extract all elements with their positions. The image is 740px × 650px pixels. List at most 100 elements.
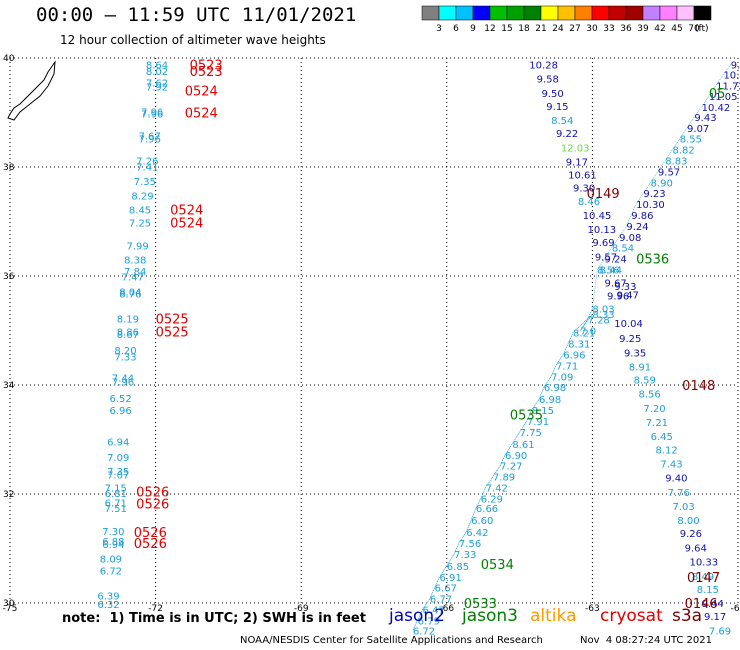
track-line-asc [412, 64, 731, 631]
swh-value-west: 6.71 [105, 499, 127, 510]
swh-value-asc: 10.42 [702, 103, 731, 114]
swh-value-desc: 8.91 [629, 362, 651, 373]
swh-value-desc: 9.67 [605, 279, 627, 290]
pass-time-label: 0535 [510, 408, 543, 423]
swh-value-desc: 8.56 [639, 390, 661, 401]
lon-tick-label: -72 [148, 604, 163, 614]
swh-value-west: 6.72 [100, 566, 122, 577]
swh-value-desc: 9.50 [541, 89, 563, 100]
lon-tick-label: -69 [294, 604, 309, 614]
swh-value-west: 7.30 [102, 527, 124, 538]
swh-value-west: 7.99 [126, 241, 148, 252]
swh-value-sw: 6.60 [471, 516, 493, 527]
swh-value-asc: 9.57 [658, 167, 680, 178]
swh-value-west: 8.02 [146, 67, 168, 78]
colorbar-swatch [693, 5, 712, 21]
colorbar-label: 33 [603, 24, 614, 34]
swh-value-sw: 6.79 [418, 616, 440, 627]
pass-time-label: 0533 [464, 597, 497, 612]
pass-time-label: 0526 [136, 485, 169, 500]
swh-value-asc: 10.84 [723, 70, 740, 81]
lat-tick-label: 36 [3, 272, 15, 282]
swh-value-asc: 11.05 [709, 92, 738, 103]
swh-value-west: 6.81 [105, 489, 127, 500]
swh-value-sw: 8.33 [592, 310, 614, 321]
swh-value-desc: 9.96 [607, 292, 629, 303]
swh-value-west: 6.52 [109, 394, 131, 405]
swh-value-west: 6.88 [102, 537, 124, 548]
colorbar-label: 36 [620, 24, 632, 34]
swh-value-asc: 8.90 [651, 178, 673, 189]
colorbar-label: 12 [484, 24, 495, 34]
pass-time-label: 0146 [685, 597, 718, 612]
swh-value-desc: 8.49 [692, 572, 714, 583]
swh-value-sw: 6.66 [476, 504, 498, 515]
colorbar-label: 24 [552, 24, 564, 34]
swh-value-sw: 7.09 [551, 372, 573, 383]
pass-time-label: 0148 [682, 379, 715, 394]
swh-value-west: 7.25 [129, 219, 151, 230]
swh-value-west: 7.96 [141, 110, 163, 121]
swh-value-desc: 8.12 [655, 445, 677, 456]
legend-s3a: s3a [672, 606, 703, 626]
swh-value-west: 6.94 [107, 438, 129, 449]
colorbar-label: 15 [501, 24, 512, 34]
swh-value-sw: 6.42 [466, 528, 488, 539]
swh-value-west: 8.45 [129, 206, 151, 217]
swh-value-desc: 9.58 [537, 75, 559, 86]
swh-value-sw: 6.98 [539, 395, 561, 406]
swh-value-sw: 8.03 [592, 305, 614, 316]
swh-value-desc: 9.26 [680, 529, 702, 540]
swh-value-west: 7.35 [134, 177, 156, 188]
colorbar-label: 30 [586, 24, 598, 34]
swh-value-asc: 9.07 [687, 124, 709, 135]
colorbar-label: 45 [671, 24, 682, 34]
swh-value-desc: 9.40 [665, 474, 687, 485]
color-scale-bar: 3 6 9 12 15 18 21 24 27 30 33 36 39 42 45 70(ft) [421, 5, 712, 34]
swh-value-west: 7.41 [136, 162, 158, 173]
coastline [7, 60, 56, 121]
swh-value-west: 6.96 [109, 406, 131, 417]
swh-value-sw: 7.75 [520, 428, 542, 439]
lat-tick-label: 38 [3, 163, 15, 173]
swh-value-desc: 9.47 [617, 291, 639, 302]
swh-value-desc: 8.00 [677, 516, 699, 527]
lon-tick-label: -60 [731, 604, 740, 614]
swh-value-desc: 8.46 [578, 197, 600, 208]
lon-tick-label: -63 [585, 604, 600, 614]
swh-value-desc: 9.25 [619, 334, 641, 345]
swh-value-desc: 7.43 [660, 459, 682, 470]
swh-value-west: 7.15 [105, 483, 127, 494]
swh-value-sw: 7.27 [500, 462, 522, 473]
swh-value-desc: 9.22 [556, 129, 578, 140]
legend-altika: altika [530, 606, 577, 626]
lat-tick-label: 34 [3, 381, 15, 391]
pass-time-label: 0524 [170, 217, 203, 232]
colorbar-label: 3 [436, 24, 442, 34]
swh-value-west: 7.09 [107, 453, 129, 464]
swh-value-asc: 11.72 [716, 81, 740, 92]
swh-value-desc: 10.28 [529, 61, 558, 72]
colorbar-label: 39 [637, 24, 649, 34]
swh-value-desc: 9.17 [566, 158, 588, 169]
pass-time-label: 05 [709, 87, 726, 102]
swh-value-sw: 6.85 [447, 562, 469, 573]
swh-value-asc: 9.23 [643, 189, 665, 200]
swh-value-desc: 9.69 [592, 238, 614, 249]
swh-value-asc: 10.30 [636, 200, 665, 211]
lat-tick-label: 30 [3, 599, 15, 609]
swh-value-west: 6.39 [97, 591, 119, 602]
swh-value-asc: 9.86 [631, 211, 653, 222]
swh-value-west: 7.07 [107, 470, 129, 481]
swh-value-west: 8.04 [119, 287, 141, 298]
swh-value-desc: 8.59 [634, 376, 656, 387]
chart-title: 00:00 – 11:59 UTC 11/01/2021 [36, 4, 357, 26]
lon-tick-label: -75 [3, 604, 18, 614]
swh-value-sw: 7.91 [527, 417, 549, 428]
swh-value-desc: 10.33 [689, 558, 718, 569]
footer-credit: NOAA/NESDIS Center for Satellite Applica… [240, 635, 543, 646]
swh-value-sw: 7.28 [588, 316, 610, 327]
swh-value-sw: 8.21 [573, 329, 595, 340]
swh-value-west: 8.64 [146, 61, 168, 72]
swh-value-west: 8.29 [131, 191, 153, 202]
